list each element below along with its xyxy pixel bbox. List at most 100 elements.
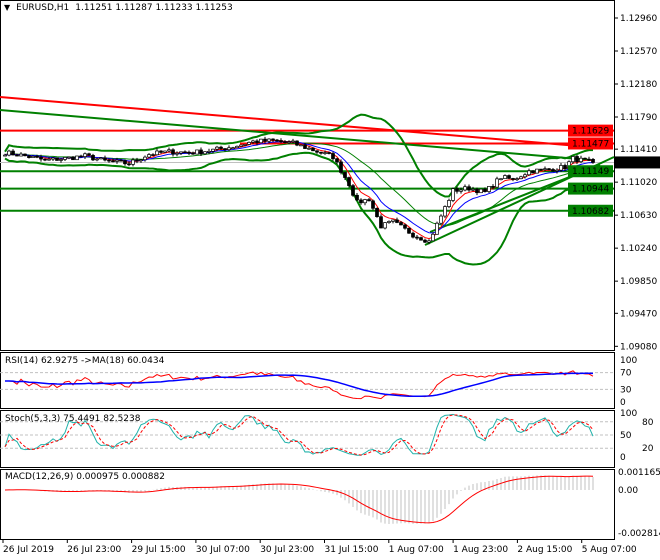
candle [383,222,387,229]
candle [147,154,151,158]
candle [371,200,375,209]
candle [207,150,211,153]
candle [343,172,347,178]
candle [419,237,423,241]
candle [211,148,215,152]
candle [323,152,327,154]
candle [99,157,103,160]
candle [431,233,435,242]
candle [499,178,503,181]
candle [251,140,255,143]
candle [387,221,391,223]
candle [35,155,39,158]
chart-header: ▼ EURUSD,H1 1.11251 1.11287 1.11233 1.11… [4,3,233,13]
candle [111,160,115,163]
candle [63,157,67,160]
candle [123,160,127,165]
candle [571,156,575,163]
candle [267,138,271,142]
candle [43,158,47,161]
candle [363,199,367,204]
candle [531,170,535,174]
candle [339,161,343,173]
candle [535,168,539,174]
candle [299,144,303,147]
candle [215,146,219,150]
candle [239,144,243,147]
candle [15,154,19,157]
candle [395,219,399,223]
candle [331,153,335,160]
candle [407,227,411,234]
candle [119,159,123,162]
candle [47,158,51,161]
candle [275,139,279,142]
time-tick-label: 26 Jul 23:00 [67,545,121,555]
macd-signal-line [4,475,594,524]
candle [515,178,519,181]
candle [451,188,455,201]
time-tick-label: 1 Aug 07:00 [389,545,444,555]
price-tick-label: 1.11410 [620,145,657,155]
candle [159,150,163,153]
candle [79,155,83,158]
price-tick-label: 1.09080 [620,342,657,352]
candle [435,222,439,235]
candle [463,186,467,191]
macd-label: MACD(12,26,9) 0.000975 0.000882 [5,472,165,482]
candle [403,224,407,229]
candle [199,149,203,155]
candle [87,153,91,156]
stoch-tick-label: 20 [642,444,654,454]
time-tick-label: 30 Jul 23:00 [260,545,314,555]
price-tick-label: 1.12570 [620,47,657,57]
price-tick-label: 1.12180 [620,80,657,90]
stoch-tick-label: 0 [620,453,626,463]
price-tick-label: 1.10630 [620,211,657,221]
time-tick-label: 26 Jul 2019 [3,545,54,555]
stoch-main-line [4,413,594,456]
bollinger-lower [4,151,594,266]
candle [163,150,167,153]
time-tick-label: 31 Jul 15:00 [325,545,379,555]
candle [227,147,231,151]
candle [539,168,543,171]
candle [307,147,311,150]
candle [543,168,547,171]
long-ma-red [0,96,591,148]
candle [411,232,415,238]
candle [219,146,223,149]
level-price-tag-bg [568,137,613,150]
level-price-tag: 1.10682 [572,207,609,217]
candle [31,155,35,158]
candle [175,152,179,155]
candle [315,150,319,153]
candle [575,156,579,163]
price-tick-label: 1.10240 [620,244,657,254]
price-tick-label: 1.12960 [620,14,657,24]
candle [399,222,403,226]
stoch-tick-label: 80 [642,418,654,428]
triangle-down-icon[interactable]: ▼ [4,3,11,12]
candle [439,215,443,224]
candle [271,138,275,141]
candle [471,188,475,191]
level-price-tag: 1.11149 [572,167,609,177]
rsi-tick-label: 70 [620,369,632,379]
current-price-tag-bg [615,156,660,169]
candle [455,188,459,192]
candle [143,156,147,161]
candle [179,151,183,154]
candle [355,194,359,201]
candle [223,148,227,151]
price-tick-label: 1.09470 [620,309,657,319]
candle [235,145,239,149]
stoch-tick-label: 100 [620,409,637,419]
candle [479,188,483,194]
stoch-signal-line [4,414,594,456]
stoch-label: Stoch(5,3,3) 75.4491 82.5238 [5,414,141,424]
candle [263,138,267,142]
long-ma-green [0,109,591,161]
